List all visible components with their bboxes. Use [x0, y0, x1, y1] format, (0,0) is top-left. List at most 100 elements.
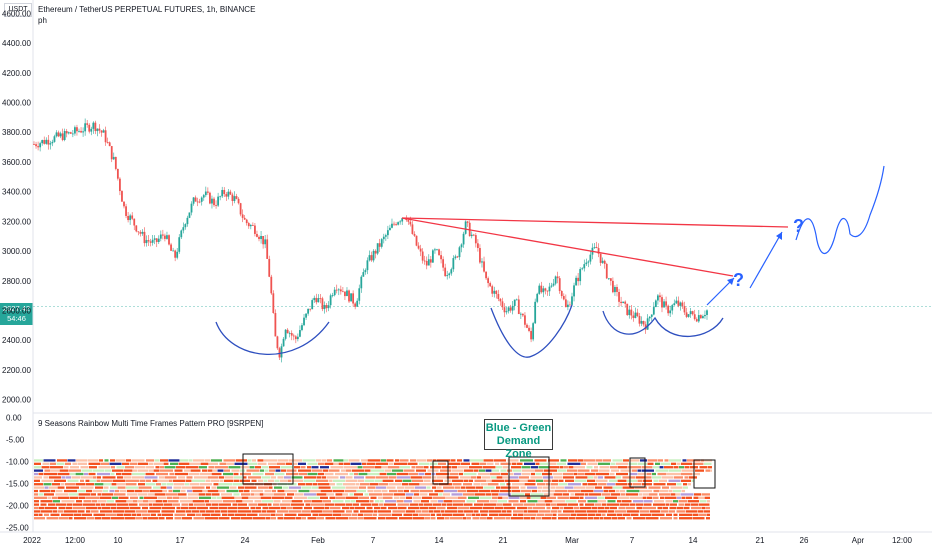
heatmap-cell [565, 479, 574, 482]
candle-body [366, 260, 369, 271]
highlight-box-5[interactable] [693, 459, 716, 489]
heatmap-cell [517, 506, 527, 510]
heatmap-cell [241, 493, 250, 496]
heatmap-cell [256, 506, 261, 510]
candle-body [562, 296, 565, 300]
heatmap-cell [344, 459, 348, 462]
heatmap-cell [136, 517, 142, 520]
heatmap-cell [41, 479, 54, 482]
heatmap-cell [452, 513, 465, 516]
time-tick-label: 17 [176, 536, 185, 545]
currency-button[interactable]: USDT [4, 3, 32, 17]
heatmap-cell [597, 496, 605, 499]
resistance-trendline[interactable] [401, 217, 789, 228]
rainbow-heatmap [34, 459, 712, 520]
projection-curve[interactable] [795, 165, 885, 255]
heatmap-cell [213, 483, 219, 486]
heatmap-cell [112, 496, 118, 499]
highlight-box-3[interactable] [508, 456, 550, 497]
heatmap-cell [470, 476, 477, 479]
heatmap-cell [93, 513, 106, 516]
heatmap-cell [653, 479, 659, 482]
candle-body [276, 336, 279, 349]
heatmap-cell [258, 486, 268, 489]
highlight-box-4[interactable] [629, 457, 646, 488]
heatmap-cell [630, 496, 642, 499]
heatmap-cell [343, 493, 348, 496]
heatmap-cell [251, 510, 262, 513]
candle-body [677, 300, 680, 306]
heatmap-cell [389, 489, 397, 493]
heatmap-cell [623, 459, 629, 462]
heatmap-cell [404, 486, 415, 489]
candle-body [323, 305, 326, 310]
heatmap-cell [637, 469, 642, 472]
heatmap-cell [523, 517, 531, 520]
candle-body [566, 304, 569, 308]
heatmap-cell [159, 476, 164, 479]
heatmap-cell [494, 517, 505, 520]
heatmap-cell [677, 506, 683, 510]
heatmap-cell [462, 517, 467, 520]
heatmap-cell [664, 496, 677, 499]
heatmap-cell [584, 459, 595, 462]
heatmap-cell [457, 466, 469, 469]
heatmap-cell [178, 476, 185, 479]
heatmap-cell [320, 466, 329, 469]
heatmap-cell [52, 496, 57, 499]
heatmap-cell [422, 496, 432, 499]
heatmap-cell [399, 459, 409, 462]
descending-trendline[interactable] [401, 217, 734, 277]
heatmap-cell [594, 517, 599, 520]
heatmap-cell [446, 476, 459, 479]
heatmap-cell [345, 479, 358, 482]
heatmap-cell [643, 493, 648, 496]
candle-body [176, 251, 179, 258]
heatmap-cell [380, 506, 387, 510]
heatmap-cell [99, 496, 112, 499]
heatmap-cell [286, 469, 297, 472]
heatmap-cell [681, 489, 685, 493]
demand-zone-annotation[interactable]: Blue - Green Demand Zone [484, 419, 553, 460]
heatmap-cell [149, 500, 155, 503]
candle-body [485, 271, 487, 279]
heatmap-cell [163, 489, 167, 493]
heatmap-cell [531, 517, 535, 520]
heatmap-cell [51, 469, 59, 472]
candle-body [628, 309, 631, 316]
heatmap-cell [246, 513, 258, 516]
heatmap-cell [655, 462, 660, 465]
heatmap-cell [472, 517, 480, 520]
cup-curve-left[interactable] [215, 321, 330, 355]
candle-body [108, 142, 111, 147]
candle-body [133, 218, 136, 226]
heatmap-cell [349, 472, 354, 476]
cup-curve-middle[interactable] [490, 304, 573, 358]
candle-body [47, 139, 50, 145]
heatmap-cell [66, 486, 79, 489]
heatmap-cell [420, 489, 433, 493]
candle-body [583, 264, 586, 269]
projection-arrow-2[interactable] [749, 231, 783, 289]
heatmap-cell [98, 466, 111, 469]
heatmap-cell [413, 513, 418, 516]
heatmap-cell [647, 459, 658, 462]
candle-body [186, 217, 189, 225]
heatmap-cell [125, 510, 135, 513]
heatmap-cell [72, 503, 83, 506]
heatmap-cell [668, 489, 673, 493]
heatmap-cell [627, 479, 637, 482]
heatmap-cell [284, 517, 295, 520]
heatmap-cell [709, 503, 710, 506]
highlight-box-1[interactable] [242, 453, 294, 485]
highlight-box-2[interactable] [432, 460, 449, 485]
heatmap-cell [578, 472, 584, 476]
heatmap-cell [49, 486, 57, 489]
heatmap-cell [154, 462, 163, 465]
heatmap-cell [497, 496, 503, 499]
candle-body [290, 333, 293, 336]
heatmap-cell [111, 517, 124, 520]
indicator-tick-label: 0.00 [6, 413, 22, 422]
cup-curve-right[interactable] [602, 310, 724, 338]
